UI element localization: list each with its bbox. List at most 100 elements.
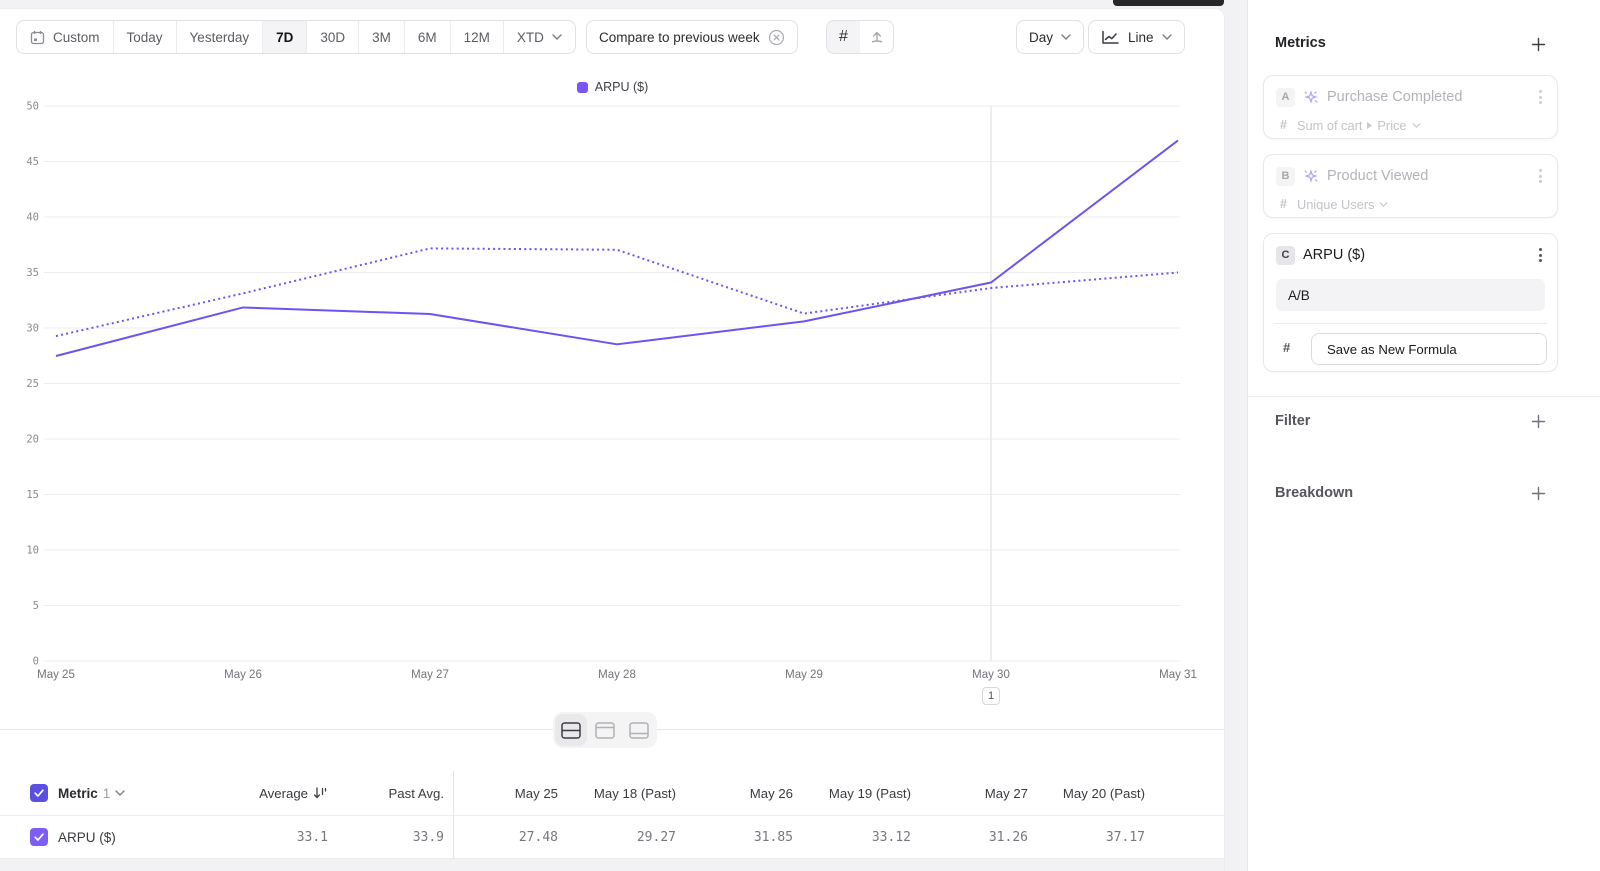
table-cell: 29.27 bbox=[636, 829, 676, 845]
annotation-badge[interactable]: 1 bbox=[982, 687, 1000, 705]
table-cell: 33.1 bbox=[296, 829, 328, 845]
line-chart-icon bbox=[1102, 30, 1119, 44]
add-metric-button[interactable] bbox=[1531, 37, 1546, 52]
date-range-xtd[interactable]: XTD bbox=[502, 21, 575, 53]
plus-icon bbox=[1531, 37, 1546, 52]
layout-panel-bottom-button[interactable] bbox=[623, 714, 655, 746]
table-cell: 31.26 bbox=[988, 829, 1028, 845]
measure-selector[interactable]: Unique Users bbox=[1297, 197, 1389, 212]
date-range-30d[interactable]: 30D bbox=[306, 21, 358, 53]
table-col-header[interactable]: Past Avg. bbox=[388, 785, 444, 801]
legend-swatch bbox=[576, 81, 588, 93]
filter-section-title: Filter bbox=[1275, 413, 1311, 429]
table-column-divider bbox=[453, 771, 454, 859]
chevron-down-icon bbox=[1380, 201, 1388, 207]
metric-card-c[interactable]: C ARPU ($) A/B # Save as New Formula bbox=[1263, 233, 1558, 372]
date-range-3m[interactable]: 3M bbox=[358, 21, 404, 53]
row-checkbox[interactable] bbox=[30, 828, 48, 846]
breakdown-section-title: Breakdown bbox=[1275, 485, 1354, 501]
svg-text:May 26: May 26 bbox=[224, 669, 262, 681]
line-chart[interactable]: 0 5 10 15 20 25 30 35 40 45 50 May 25 May 26 May 27 Ma… bbox=[0, 96, 1225, 696]
date-range-control: Custom Today Yesterday 7D 30D 3M 6M 12M … bbox=[16, 20, 576, 54]
date-range-yesterday[interactable]: Yesterday bbox=[175, 21, 263, 53]
add-filter-button[interactable] bbox=[1531, 414, 1546, 429]
table-col-header[interactable]: May 26 bbox=[749, 785, 793, 801]
save-as-new-formula-button[interactable]: Save as New Formula bbox=[1311, 333, 1547, 365]
svg-text:May 27: May 27 bbox=[411, 669, 449, 681]
date-range-12m[interactable]: 12M bbox=[449, 21, 503, 53]
svg-text:20: 20 bbox=[26, 434, 39, 446]
date-range-7d[interactable]: 7D bbox=[262, 21, 307, 53]
split-bottom-icon bbox=[629, 721, 649, 739]
table-row[interactable]: ARPU ($) 33.1 33.9 27.48 29.27 31.85 33.12 31.… bbox=[0, 816, 1224, 859]
table-col-header[interactable]: May 18 (Past) bbox=[593, 785, 676, 801]
formula-input[interactable]: A/B bbox=[1276, 279, 1545, 311]
chevron-down-icon[interactable] bbox=[115, 790, 125, 796]
date-range-custom[interactable]: Custom bbox=[17, 21, 113, 53]
metric-card-a[interactable]: A Purchase Completed # Sum of cart Price bbox=[1263, 75, 1558, 139]
granularity-dropdown[interactable]: Day bbox=[1016, 20, 1085, 54]
measure-hash-icon: # bbox=[1280, 118, 1287, 132]
grid-icon: # bbox=[839, 28, 848, 45]
layout-split-vertical-button[interactable] bbox=[589, 714, 621, 746]
metric-label: Metric bbox=[58, 785, 98, 801]
measure-hash-icon: # bbox=[1283, 340, 1291, 355]
table-col-header[interactable]: May 25 bbox=[514, 785, 558, 801]
date-range-today[interactable]: Today bbox=[112, 21, 176, 53]
svg-text:May 25: May 25 bbox=[37, 669, 75, 681]
svg-text:May 29: May 29 bbox=[785, 669, 823, 681]
check-icon bbox=[34, 833, 44, 841]
metric-title: ARPU ($) bbox=[1303, 247, 1366, 263]
table-col-header[interactable]: May 19 (Past) bbox=[828, 785, 911, 801]
kebab-menu-icon[interactable] bbox=[1536, 87, 1545, 107]
sparkle-icon bbox=[1304, 90, 1318, 104]
sort-icon bbox=[313, 787, 327, 799]
kebab-menu-icon[interactable] bbox=[1536, 166, 1545, 186]
svg-text:0: 0 bbox=[33, 656, 39, 668]
card-divider bbox=[1274, 323, 1547, 324]
check-icon bbox=[34, 789, 44, 797]
table-cell: 37.17 bbox=[1105, 829, 1145, 845]
svg-text:35: 35 bbox=[26, 267, 39, 279]
annotations-toggle[interactable] bbox=[860, 21, 893, 53]
metric-title: Purchase Completed bbox=[1327, 89, 1463, 105]
chart-legend: ARPU ($) bbox=[0, 80, 1224, 94]
row-metric: ARPU ($) bbox=[30, 816, 116, 858]
cutoff-dark-element bbox=[1113, 0, 1224, 6]
table-col-header[interactable]: May 27 bbox=[984, 785, 1028, 801]
grid-toggle[interactable]: # bbox=[827, 21, 860, 53]
metric-title: Product Viewed bbox=[1327, 168, 1429, 184]
table-cell: 31.85 bbox=[753, 829, 793, 845]
chevron-down-icon bbox=[1061, 34, 1071, 40]
chevron-down-icon bbox=[1161, 34, 1172, 40]
table-col-header[interactable]: May 20 (Past) bbox=[1062, 785, 1145, 801]
kebab-menu-icon[interactable] bbox=[1536, 245, 1545, 265]
table-header-row: Metric 1 Average Past Avg. May 25 May 18 (P… bbox=[0, 771, 1224, 816]
layout-split-horizontal-button[interactable] bbox=[555, 714, 587, 746]
table-cell: 33.12 bbox=[871, 829, 911, 845]
chart-type-dropdown[interactable]: Line bbox=[1088, 20, 1185, 54]
query-sidebar: Metrics A Purchase Completed # Sum of ca… bbox=[1247, 0, 1600, 871]
metric-selector: Metric 1 bbox=[30, 771, 125, 815]
chart-panel: Custom Today Yesterday 7D 30D 3M 6M 12M … bbox=[0, 8, 1225, 871]
table-cell: 27.48 bbox=[518, 829, 558, 845]
sidebar-section-divider bbox=[1248, 396, 1600, 397]
chevron-down-icon bbox=[1412, 122, 1420, 128]
svg-text:10: 10 bbox=[26, 545, 39, 557]
chevron-down-icon bbox=[552, 34, 562, 40]
legend-label: ARPU ($) bbox=[594, 80, 649, 94]
svg-text:5: 5 bbox=[33, 600, 39, 612]
remove-compare-icon[interactable] bbox=[768, 29, 785, 46]
caret-right-icon bbox=[1367, 121, 1373, 129]
metric-badge-a: A bbox=[1276, 87, 1295, 107]
metric-badge-b: B bbox=[1276, 166, 1295, 186]
date-range-6m[interactable]: 6M bbox=[403, 21, 450, 53]
measure-selector[interactable]: Sum of cart Price bbox=[1297, 118, 1421, 133]
compare-chip[interactable]: Compare to previous week bbox=[586, 20, 798, 54]
split-horizontal-icon bbox=[561, 721, 581, 739]
select-all-checkbox[interactable] bbox=[30, 784, 48, 802]
add-breakdown-button[interactable] bbox=[1531, 486, 1546, 501]
metrics-section-title: Metrics bbox=[1275, 35, 1326, 51]
metric-card-b[interactable]: B Product Viewed # Unique Users bbox=[1263, 154, 1558, 218]
table-col-header[interactable]: Average bbox=[259, 771, 328, 815]
